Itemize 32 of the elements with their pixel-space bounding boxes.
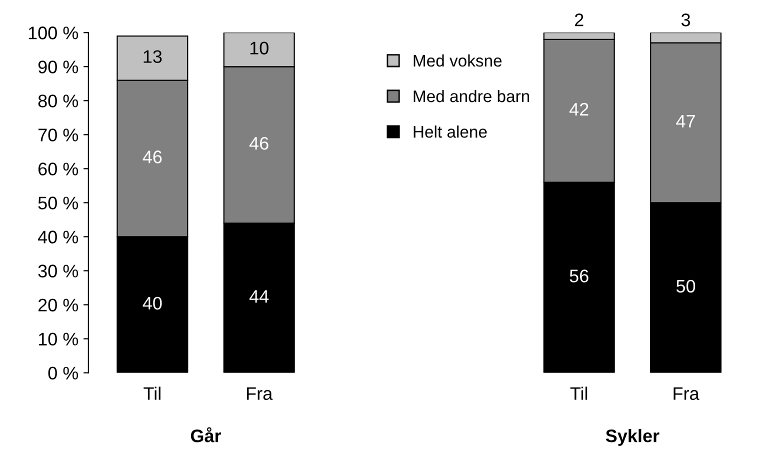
x-tick-label: Til [570, 386, 588, 400]
data-label: 56 [570, 270, 588, 282]
y-tick-label: 0 % [48, 366, 78, 380]
x-tick-label: Til [144, 386, 160, 400]
x-tick-label: Fra [674, 387, 700, 400]
data-label: 50 [676, 280, 696, 293]
y-tick-label: 100 % [28, 26, 78, 40]
y-tick-label: 10 % [38, 332, 78, 346]
text: Går [190, 427, 222, 442]
data-label: 42 [569, 102, 588, 116]
y-tick-label: 90 % [38, 60, 78, 74]
data-label: 3 [681, 14, 690, 26]
data-label: 46 [142, 150, 162, 164]
legend-label: Med andre barn [414, 90, 530, 102]
data-label: 44 [249, 290, 269, 303]
y-tick-label: 40 % [38, 230, 78, 244]
data-label: 10 [250, 42, 268, 54]
y-tick-label: 80 % [38, 94, 78, 108]
data-label: 40 [142, 296, 162, 310]
legend-label: Med voksne [414, 54, 502, 67]
legend-label: Helt alene [414, 125, 487, 138]
data-label: 13 [144, 50, 162, 63]
data-label: 2 [574, 14, 584, 26]
data-label: 46 [249, 136, 268, 150]
y-tick-label: 50 % [38, 196, 78, 210]
y-tick-label: 70 % [38, 128, 78, 142]
y-tick-label: 20 % [38, 298, 78, 312]
data-label: 47 [676, 115, 695, 128]
y-tick-label: 60 % [38, 162, 78, 176]
text: Sykler [606, 429, 660, 446]
y-tick-label: 30 % [38, 264, 78, 278]
x-tick-label: Fra [247, 387, 273, 400]
